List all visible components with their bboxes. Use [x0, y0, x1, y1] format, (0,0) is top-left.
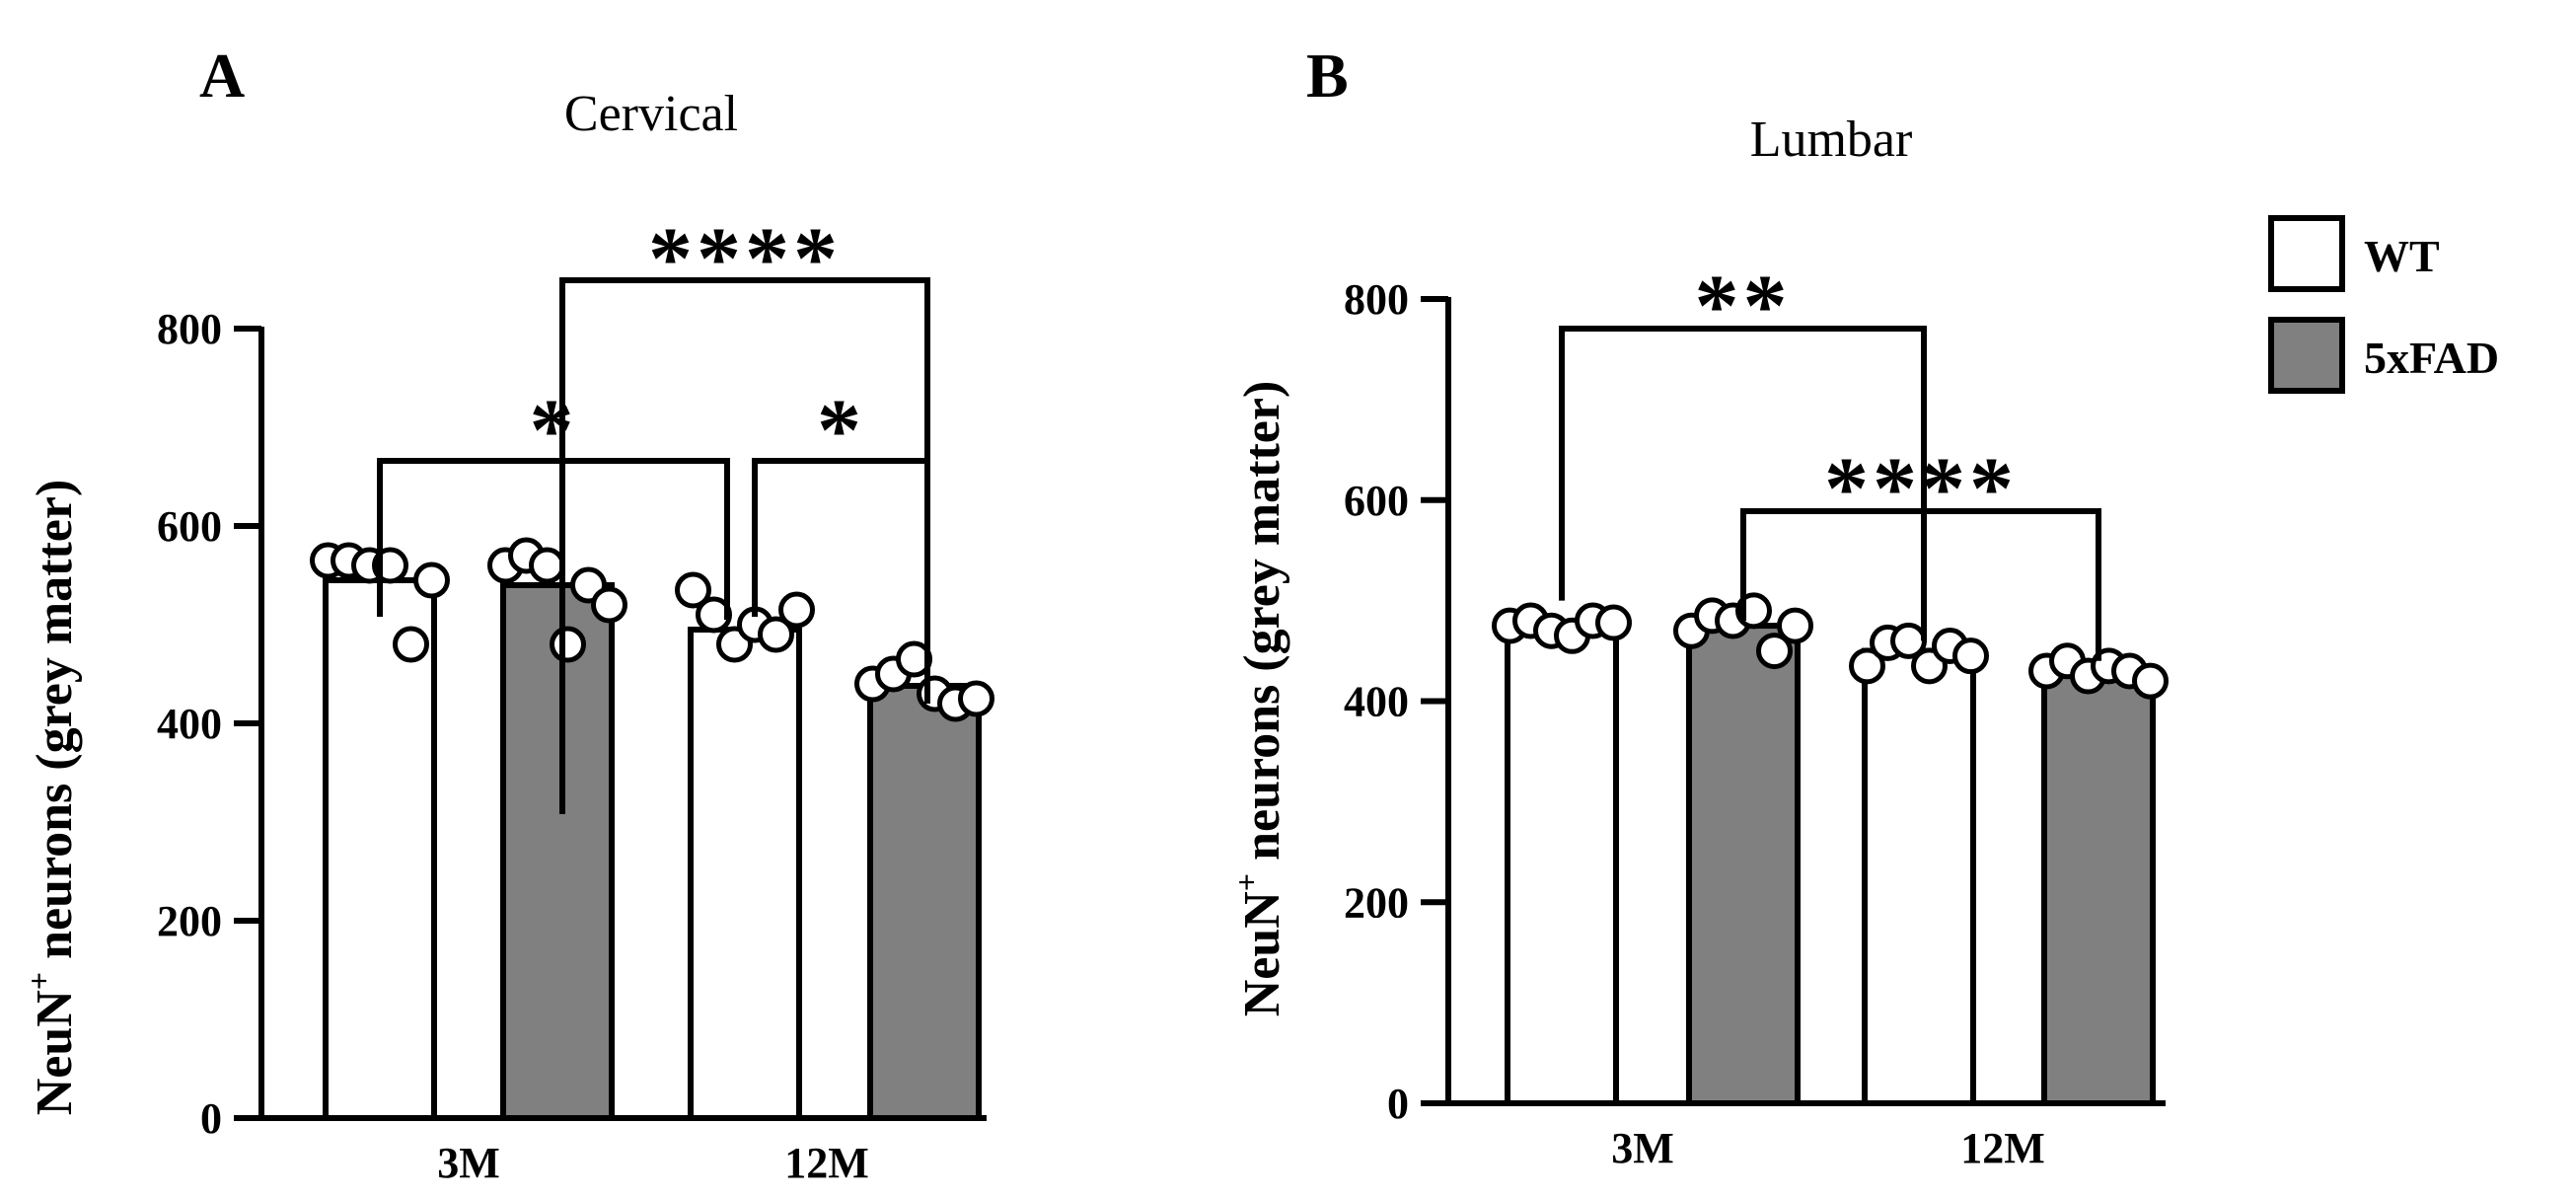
panel-a-ylabel-main: NeuN: [27, 990, 83, 1115]
panel-a-sig-bracket-1: [377, 458, 730, 620]
panel-b-xtick-label-1: 12M: [1960, 1124, 2045, 1172]
panel-b-point-wt-12m-0: [1849, 647, 1885, 685]
panel-a-point-wt-12m-4: [758, 616, 794, 653]
panel-a-ylabel-sup: +: [21, 972, 56, 990]
panel-b-sig-bracket-0: [1559, 326, 1927, 641]
panel-a-point-5xfad-3m-3: [550, 626, 586, 663]
panel-b-ylabel: NeuN+ neurons (grey matter): [1228, 381, 1290, 1017]
panel-b-xtick-label-0: 3M: [1611, 1124, 1674, 1172]
panel-a-ytick-label-0: 0: [200, 1094, 222, 1143]
panel-b-bar-wt-12m: [1862, 647, 1976, 1106]
panel-a-point-wt-3m-4: [393, 626, 429, 663]
panel-a-bar-wt-12m: [688, 627, 802, 1121]
panel-b-ylabel-rest: neurons (grey matter): [1234, 381, 1290, 873]
legend-label-wt: WT: [2364, 231, 2440, 281]
panel-b-sig-bracket-1: [1740, 508, 2101, 661]
panel-b-ylabel-main: NeuN: [1234, 891, 1290, 1016]
panel-a-bar-5xfad-3m: [500, 582, 615, 1121]
panel-a-xtick-label-0: 3M: [437, 1139, 500, 1187]
panel-a-ytick-label-1: 200: [157, 897, 222, 945]
legend-swatch-wt: [2268, 215, 2345, 292]
panel-b-bar-5xfad-3m: [1686, 623, 1801, 1106]
panel-b-ytick-label-3: 600: [1344, 477, 1409, 525]
legend-swatch-5xfad: [2268, 317, 2345, 394]
panel-a-point-5xfad-3m-5: [591, 586, 627, 624]
panel-a-ylabel: NeuN+ neurons (grey matter): [21, 480, 83, 1116]
panel-b-point-5xfad-3m-4: [1756, 633, 1793, 670]
panel-a-bar-5xfad-12m: [867, 683, 982, 1121]
panel-a-sig-bracket-2: [752, 458, 930, 704]
panel-a-point-5xfad-12m-5: [958, 680, 994, 717]
panel-a-point-wt-12m-5: [778, 591, 815, 629]
panel-a-point-wt-3m-5: [413, 562, 450, 599]
panel-a-point-5xfad-3m-2: [529, 547, 565, 584]
legend-label-5xfad: 5xFAD: [2364, 333, 2499, 383]
panel-b-bar-5xfad-12m: [2041, 667, 2156, 1106]
panel-b-sig-label-0: **: [1695, 258, 1792, 355]
panel-a-ytick-label-3: 600: [157, 502, 222, 551]
panel-a-sig-label-2: *: [817, 382, 865, 480]
panel-b-letter: B: [1306, 40, 1349, 111]
panel-a-bar-wt-3m: [323, 577, 437, 1121]
panel-b-ytick-label-2: 400: [1344, 678, 1409, 726]
panel-b-point-5xfad-12m-5: [2132, 662, 2169, 700]
panel-a-xtick-label-1: 12M: [784, 1139, 869, 1187]
panel-b-bar-wt-3m: [1505, 623, 1619, 1106]
panel-b-point-5xfad-3m-5: [1777, 607, 1813, 644]
panel-a-letter: A: [199, 40, 245, 111]
panel-a-ylabel-rest: neurons (grey matter): [27, 480, 83, 972]
panel-a-sig-label-1: *: [530, 382, 578, 480]
panel-b-ytick-label-1: 200: [1344, 878, 1409, 927]
panel-b-ytick-label-0: 0: [1387, 1080, 1409, 1128]
panel-b-point-wt-3m-5: [1595, 604, 1632, 641]
panel-b-point-wt-12m-5: [1952, 637, 1989, 675]
panel-b-sig-label-1: ****: [1824, 440, 2018, 538]
panel-b-ylabel-sup: +: [1228, 873, 1264, 891]
panel-a-sig-label-0: ****: [648, 210, 842, 308]
panel-b-ytick-label-4: 800: [1344, 275, 1409, 324]
panel-a-ytick-label-2: 400: [157, 700, 222, 748]
panel-b-title: Lumbar: [1750, 112, 1913, 168]
panel-a-title: Cervical: [564, 86, 738, 142]
panel-a-ytick-label-4: 800: [157, 305, 222, 353]
panel-a-point-wt-12m-0: [675, 571, 711, 609]
